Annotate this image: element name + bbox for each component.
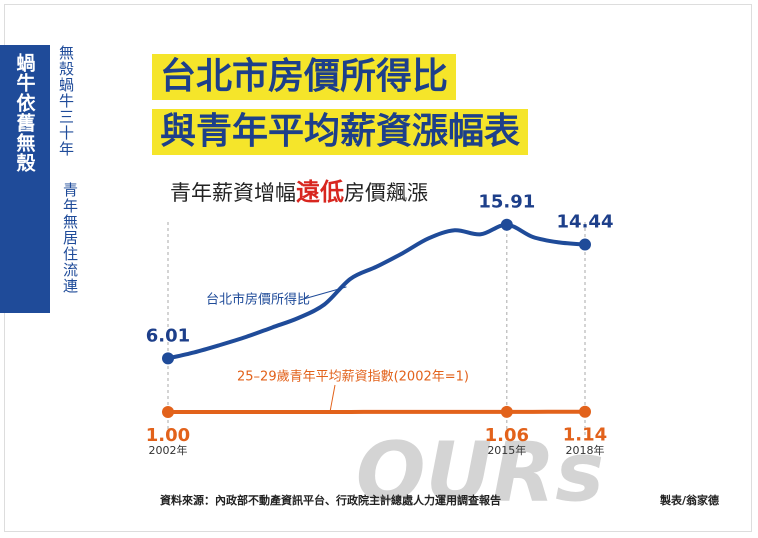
data-label: 1.14 [563, 425, 607, 446]
data-label: 14.44 [557, 212, 614, 233]
point [162, 352, 174, 365]
source: 資料來源：內政部不動產資訊平台、行政院主計總處人力運用調查報告 [160, 494, 501, 507]
data-label: 6.01 [146, 325, 190, 346]
tagline: 青年無居住流連 [61, 182, 79, 294]
tagline: 無殼蝸牛三十年 [57, 45, 75, 157]
chart-title: 與青年平均薪資漲幅表 [152, 109, 529, 155]
series-label: 25–29歲青年平均薪資指數(2002年=1) [237, 370, 469, 385]
point [579, 238, 591, 251]
credit: 製表/翁家德 [660, 494, 720, 507]
chart-title: 台北市房價所得比 [152, 54, 457, 100]
sidebar-title: 蝸牛依舊無殼 [0, 45, 50, 313]
series-label: 台北市房價所得比 [206, 292, 310, 308]
subtitle: 青年薪資增幅遠低房價飆漲 [170, 172, 428, 207]
subtitle-highlight: 遠低 [296, 178, 344, 206]
point [500, 218, 513, 231]
point [162, 406, 174, 418]
watermark: OURs [356, 425, 604, 520]
x-tick-label: 2018年 [566, 443, 605, 457]
data-label: 1.00 [146, 425, 190, 446]
data-label: 1.06 [485, 425, 529, 446]
point [579, 405, 591, 418]
connector [329, 384, 336, 413]
connector [299, 286, 347, 301]
x-tick-label: 2002年 [149, 443, 188, 457]
subtitle-part: 房價飆漲 [344, 181, 428, 205]
subtitle-part: 青年薪資增幅 [170, 181, 296, 205]
x-tick-label: 2015年 [487, 443, 526, 457]
series-line [166, 222, 587, 361]
point [500, 405, 513, 418]
data-label: 15.91 [478, 192, 535, 213]
